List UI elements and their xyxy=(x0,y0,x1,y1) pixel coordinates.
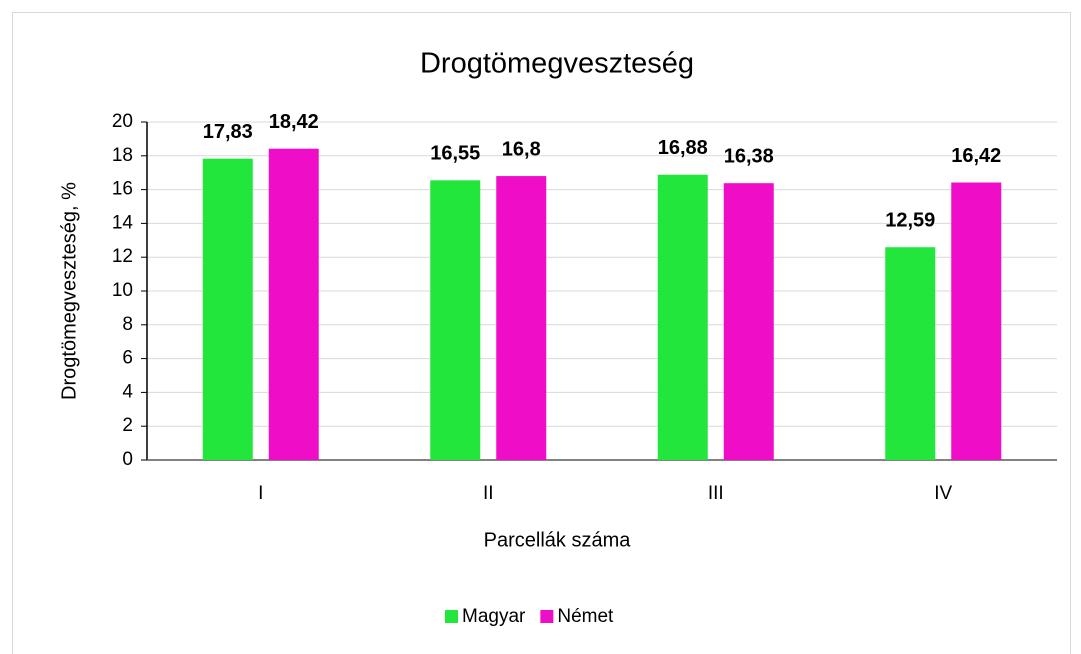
y-tick-label: 0 xyxy=(122,449,133,470)
y-tick-label: 16 xyxy=(112,179,133,200)
y-tick-label: 8 xyxy=(122,314,133,335)
legend-label: Magyar xyxy=(462,606,526,627)
chart-title: Drogtömegveszteség xyxy=(420,48,694,80)
legend-swatch xyxy=(540,610,554,623)
x-tick-label: I xyxy=(258,483,263,504)
data-label: 16,8 xyxy=(502,138,541,160)
y-tick-label: 4 xyxy=(122,381,133,402)
y-tick-label: 6 xyxy=(122,348,133,369)
bar xyxy=(430,180,481,460)
legend-swatch xyxy=(445,610,458,623)
y-tick-label: 12 xyxy=(112,246,133,267)
x-tick-label: II xyxy=(483,483,494,504)
bar xyxy=(268,148,319,460)
y-tick-label: 10 xyxy=(112,280,133,301)
x-tick-label: III xyxy=(708,483,724,504)
y-tick-label: 20 xyxy=(112,111,133,132)
bar xyxy=(202,158,253,460)
data-label: 16,42 xyxy=(951,145,1001,167)
data-label: 16,88 xyxy=(658,137,708,159)
data-label: 18,42 xyxy=(269,111,319,133)
data-label: 17,83 xyxy=(203,121,253,143)
bar xyxy=(657,174,708,460)
bar xyxy=(885,247,936,460)
x-axis-title: Parcellák száma xyxy=(484,529,632,551)
y-axis-title: Drogtömegveszteség, % xyxy=(58,182,80,400)
legend-label: Német xyxy=(557,606,614,627)
y-tick-label: 18 xyxy=(112,145,133,166)
data-label: 16,55 xyxy=(430,143,480,165)
x-tick-label: IV xyxy=(934,483,952,504)
y-tick-label: 14 xyxy=(112,212,134,233)
data-label: 12,59 xyxy=(885,210,935,232)
data-label: 16,38 xyxy=(724,145,774,167)
bar xyxy=(496,176,547,460)
bar xyxy=(723,183,774,461)
bar xyxy=(951,182,1002,460)
y-tick-label: 2 xyxy=(122,415,133,436)
